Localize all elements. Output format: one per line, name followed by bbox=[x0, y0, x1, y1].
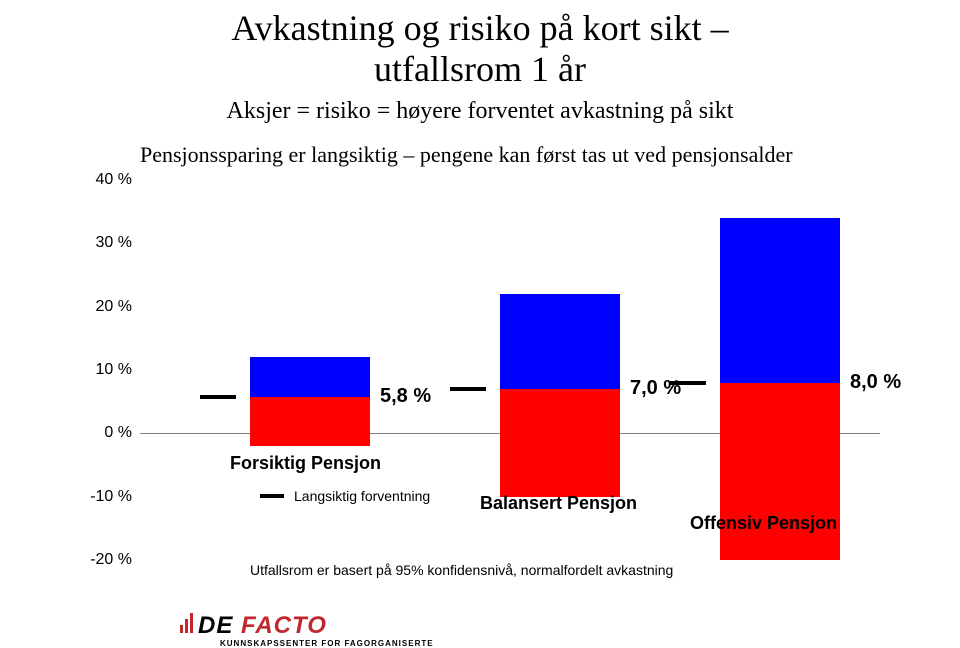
expected-marker bbox=[450, 387, 486, 391]
chart: -20 % -10 % 0 % 10 % 20 % 30 % 40 % 5,8 % Forsik… bbox=[80, 170, 900, 590]
bar-lower bbox=[250, 397, 370, 446]
logo-text-1: DE FACTO bbox=[198, 612, 327, 640]
slide: Avkastning og risiko på kort sikt – utfa… bbox=[0, 0, 960, 648]
value-label: 8,0 % bbox=[850, 371, 901, 394]
plot-area: -20 %-10 %0 %10 %20 %30 %40 %5,8 %Forsik… bbox=[140, 180, 880, 560]
slide-subtitle: Aksjer = risiko = høyere forventet avkas… bbox=[0, 98, 960, 125]
legend: Langsiktig forventning bbox=[260, 488, 430, 504]
slide-note: Pensjonssparing er langsiktig – pengene … bbox=[140, 142, 920, 168]
logo-subtext: KUNNSKAPSSENTER FOR FAGORGANISERTE bbox=[220, 639, 434, 648]
chart-footnote: Utfallsrom er basert på 95% konfidensniv… bbox=[250, 562, 673, 578]
value-label: 5,8 % bbox=[380, 385, 431, 408]
bar-upper bbox=[250, 357, 370, 396]
y-tick-label: 10 % bbox=[80, 361, 132, 379]
y-tick-label: 20 % bbox=[80, 298, 132, 316]
y-tick-label: 30 % bbox=[80, 234, 132, 252]
y-tick-label: 0 % bbox=[80, 424, 132, 442]
expected-marker bbox=[670, 381, 706, 385]
bar-upper bbox=[720, 218, 840, 383]
category-label: Forsiktig Pensjon bbox=[230, 453, 381, 474]
slide-title: Avkastning og risiko på kort sikt – utfa… bbox=[0, 8, 960, 91]
y-tick-label: -10 % bbox=[80, 488, 132, 506]
y-tick-label: 40 % bbox=[80, 171, 132, 189]
title-line-1: Avkastning og risiko på kort sikt – bbox=[231, 8, 728, 48]
category-label: Offensiv Pensjon bbox=[690, 513, 837, 534]
expected-marker bbox=[200, 395, 236, 399]
logo-bars-icon bbox=[180, 613, 193, 633]
legend-label: Langsiktig forventning bbox=[294, 488, 430, 504]
title-line-2: utfallsrom 1 år bbox=[374, 49, 586, 89]
category-label: Balansert Pensjon bbox=[480, 493, 637, 514]
logo-sub-wrap: KUNNSKAPSSENTER FOR FAGORGANISERTE bbox=[220, 639, 434, 648]
logo: DE FACTO bbox=[180, 612, 327, 640]
logo-mark: DE FACTO bbox=[180, 612, 327, 640]
legend-marker-icon bbox=[260, 494, 284, 498]
bar-upper bbox=[500, 294, 620, 389]
y-tick-label: -20 % bbox=[80, 551, 132, 569]
bar-lower bbox=[500, 389, 620, 497]
